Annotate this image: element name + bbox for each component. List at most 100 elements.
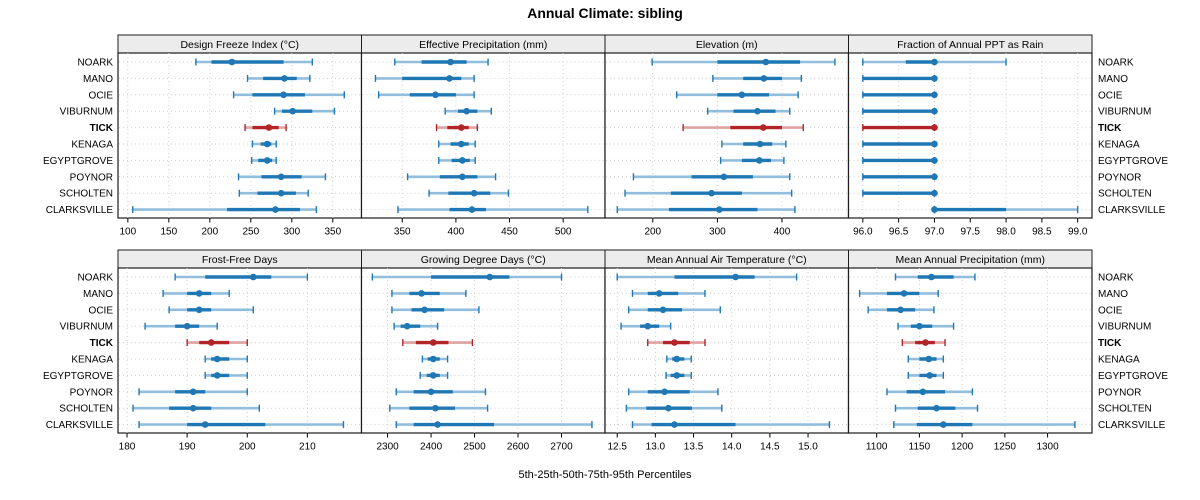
median-dot: [429, 355, 437, 363]
median-dot: [928, 273, 935, 281]
median-dot: [265, 124, 273, 131]
median-dot: [716, 206, 723, 213]
site-label-left: EGYPTGROVE: [43, 371, 113, 382]
site-label-right: POYNOR: [1098, 387, 1141, 398]
median-dot: [403, 322, 411, 330]
median-dot: [900, 290, 908, 297]
median-dot: [931, 157, 938, 164]
median-dot: [671, 421, 678, 428]
median-dot: [213, 355, 221, 363]
median-dot: [931, 107, 938, 115]
axis-tick-label: 100: [119, 227, 136, 238]
site-label-right: SCHOLTEN: [1098, 189, 1152, 200]
median-dot: [228, 58, 236, 66]
site-label-left: MANO: [83, 74, 113, 85]
median-dot: [732, 273, 739, 281]
median-dot: [418, 290, 425, 297]
median-dot: [421, 306, 428, 314]
median-dot: [183, 322, 191, 330]
axis-tick-label: 210: [299, 442, 316, 453]
median-dot: [931, 124, 938, 131]
median-dot: [281, 75, 288, 82]
median-dot: [189, 388, 197, 396]
site-label-left: POYNOR: [70, 172, 113, 183]
axis-tick-label: 450: [501, 227, 518, 238]
median-dot: [931, 140, 938, 148]
median-dot: [673, 355, 681, 363]
axis-tick-label: 200: [644, 227, 661, 238]
axis-tick-label: 400: [774, 227, 791, 238]
axis-tick-label: 13.0: [646, 442, 666, 453]
axis-tick-label: 2300: [376, 442, 399, 453]
median-dot: [931, 206, 938, 213]
site-label-right: OCIE: [1098, 90, 1123, 101]
site-label-right: MANO: [1098, 74, 1128, 85]
median-dot: [925, 355, 933, 363]
axis-tick-label: 2500: [463, 442, 486, 453]
panel: [847, 267, 1093, 434]
site-label-left: TICK: [90, 123, 114, 134]
site-label-right: CLARKSVILLE: [1098, 205, 1166, 216]
median-dot: [756, 157, 763, 164]
axis-tick-label: 200: [239, 442, 256, 453]
median-dot: [671, 339, 678, 346]
site-label-right: VIBURNUM: [1098, 107, 1151, 118]
axis-tick-label: 99.0: [1068, 227, 1088, 238]
site-label-right: TICK: [1098, 338, 1122, 349]
median-dot: [189, 404, 197, 412]
median-dot: [432, 91, 439, 99]
axis-tick-label: 96.5: [889, 227, 909, 238]
panel: [360, 52, 606, 219]
median-dot: [644, 322, 652, 330]
median-dot: [195, 306, 203, 314]
median-dot: [457, 140, 465, 148]
axis-tick-label: 97.5: [961, 227, 981, 238]
site-label-right: NOARK: [1098, 58, 1134, 69]
median-dot: [661, 388, 668, 396]
panel-title: Elevation (m): [696, 39, 758, 51]
site-label-left: VIBURNUM: [60, 107, 113, 118]
median-dot: [922, 339, 929, 346]
median-dot: [931, 91, 938, 99]
median-dot: [459, 157, 466, 164]
median-dot: [201, 421, 209, 428]
axis-tick-label: 1300: [1036, 442, 1059, 453]
median-dot: [457, 124, 465, 131]
median-dot: [665, 404, 672, 412]
site-label-right: TICK: [1098, 123, 1122, 134]
site-label-left: EGYPTGROVE: [43, 156, 113, 167]
x-axis-label: 5th-25th-50th-75th-95th Percentiles: [518, 469, 692, 481]
median-dot: [432, 404, 439, 412]
median-dot: [272, 206, 279, 213]
site-label-left: NOARK: [77, 58, 113, 69]
site-label-right: EGYPTGROVE: [1098, 371, 1168, 382]
site-label-right: EGYPTGROVE: [1098, 156, 1168, 167]
site-label-left: CLARKSVILLE: [46, 205, 114, 216]
panel: [604, 52, 850, 219]
median-dot: [926, 372, 933, 379]
median-dot: [263, 140, 271, 148]
axis-tick-label: 12.5: [607, 442, 627, 453]
median-dot: [289, 107, 296, 115]
axis-tick-label: 1200: [951, 442, 974, 453]
median-dot: [263, 157, 271, 164]
panel-title: Design Freeze Index (°C): [180, 39, 299, 51]
median-dot: [434, 421, 441, 428]
median-dot: [931, 75, 938, 82]
axis-tick-label: 350: [394, 227, 411, 238]
panel-title: Effective Precipitation (mm): [419, 39, 547, 51]
axis-tick-label: 98.0: [996, 227, 1016, 238]
median-dot: [931, 58, 938, 66]
median-dot: [754, 107, 761, 115]
median-dot: [759, 124, 767, 131]
axis-tick-label: 500: [555, 227, 572, 238]
axis-tick-label: 14.5: [760, 442, 780, 453]
axis-tick-label: 96.0: [853, 227, 873, 238]
site-label-left: KENAGA: [71, 355, 113, 366]
site-label-right: MANO: [1098, 289, 1128, 300]
site-label-left: SCHOLTEN: [59, 404, 113, 415]
median-dot: [470, 189, 478, 197]
site-label-right: NOARK: [1098, 273, 1134, 284]
median-dot: [931, 189, 938, 197]
